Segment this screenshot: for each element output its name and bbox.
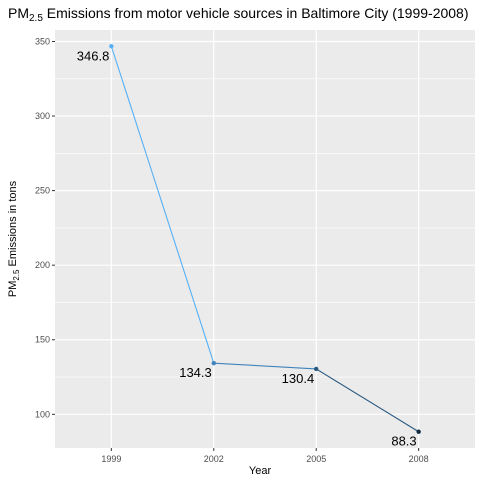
y-axis-label: PM2.5 Emissions in tons (7, 180, 21, 297)
data-point (211, 360, 216, 366)
plot-panel (55, 30, 475, 448)
y-tick-label: 150 (35, 335, 50, 345)
data-point (314, 366, 319, 372)
data-label: 130.4 (282, 371, 315, 386)
line-segment (110, 46, 215, 364)
y-tick-label: 300 (35, 111, 50, 121)
y-axis-label-rest: Emissions in tons (7, 180, 19, 269)
data-label: 88.3 (391, 434, 416, 449)
x-tick-label: 1999 (101, 454, 121, 464)
data-label: 134.3 (179, 365, 212, 380)
x-tick-label: 2008 (409, 454, 429, 464)
y-axis-ticks: 100 150 200 250 300 350 (35, 36, 55, 419)
chart-title: PM2.5 Emissions from motor vehicle sourc… (8, 5, 469, 24)
x-axis-label: Year (249, 465, 272, 477)
x-tick-label: 2002 (204, 454, 224, 464)
y-tick-label: 100 (35, 409, 50, 419)
y-tick-label: 250 (35, 186, 50, 196)
x-tick-label: 2005 (306, 454, 326, 464)
y-tick-label: 200 (35, 260, 50, 270)
y-axis-label-subscript: 2.5 (12, 269, 21, 281)
line-segment (315, 368, 419, 433)
chart-title-main: PM (8, 5, 29, 21)
chart-title-rest: Emissions from motor vehicle sources in … (43, 5, 469, 21)
line-segment (213, 362, 317, 370)
data-point (416, 429, 421, 434)
x-axis-ticks: 1999 2002 2005 2008 (101, 448, 429, 464)
data-label-layer: 346.8 134.3 130.4 88.3 (77, 48, 417, 448)
chart-title-subscript: 2.5 (29, 13, 43, 24)
grid-layer (55, 30, 475, 448)
data-point (109, 44, 114, 49)
y-tick-label: 350 (35, 36, 50, 46)
y-axis-label-main: PM (7, 281, 19, 298)
data-label: 346.8 (77, 48, 110, 63)
series-layer (109, 44, 421, 434)
